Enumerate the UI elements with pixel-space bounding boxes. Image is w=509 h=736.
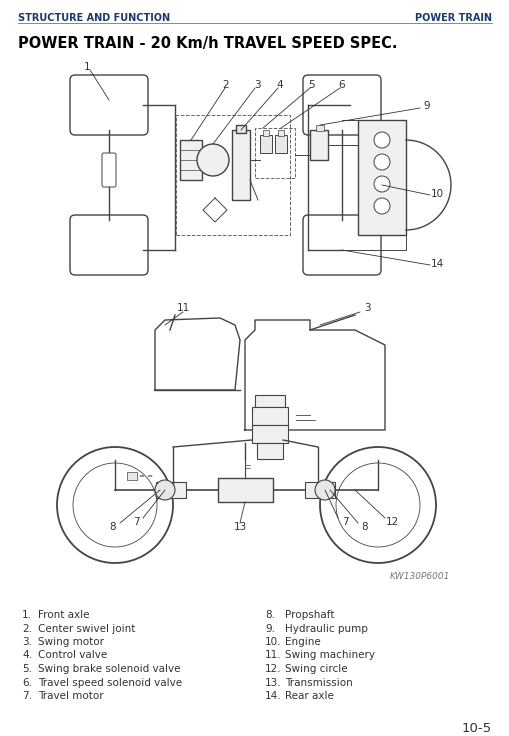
Text: 14: 14 <box>430 259 443 269</box>
Text: Propshaft: Propshaft <box>285 610 334 620</box>
Circle shape <box>373 132 389 148</box>
Text: 12: 12 <box>385 517 398 527</box>
Text: 13.: 13. <box>265 678 281 687</box>
Circle shape <box>319 447 435 563</box>
Bar <box>156 482 186 498</box>
Text: Swing machinery: Swing machinery <box>285 651 374 660</box>
Text: Travel speed solenoid valve: Travel speed solenoid valve <box>38 678 182 687</box>
Text: 4: 4 <box>276 80 283 90</box>
Bar <box>254 128 294 178</box>
Text: Hydraulic pump: Hydraulic pump <box>285 623 367 634</box>
Bar <box>180 140 202 180</box>
Text: 1: 1 <box>83 62 90 72</box>
Text: 5.: 5. <box>22 664 32 674</box>
Text: 10: 10 <box>430 189 443 199</box>
Bar <box>176 115 290 235</box>
Bar <box>257 443 282 459</box>
Text: 10-5: 10-5 <box>461 722 491 735</box>
Text: Travel motor: Travel motor <box>38 691 103 701</box>
Text: STRUCTURE AND FUNCTION: STRUCTURE AND FUNCTION <box>18 13 170 23</box>
Text: 3.: 3. <box>22 637 32 647</box>
Text: 12.: 12. <box>265 664 281 674</box>
Bar <box>357 120 405 235</box>
FancyBboxPatch shape <box>70 75 148 135</box>
Text: 1.: 1. <box>22 610 32 620</box>
Text: 8: 8 <box>109 522 116 532</box>
Circle shape <box>155 480 175 500</box>
Text: 4.: 4. <box>22 651 32 660</box>
Text: Transmission: Transmission <box>285 678 352 687</box>
Text: Center swivel joint: Center swivel joint <box>38 623 135 634</box>
Bar <box>274 135 287 153</box>
Text: = =: = = <box>139 473 153 479</box>
Bar <box>217 478 272 502</box>
Text: 10.: 10. <box>265 637 281 647</box>
Text: Rear axle: Rear axle <box>285 691 333 701</box>
Bar <box>251 425 288 443</box>
Text: 9.: 9. <box>265 623 274 634</box>
Bar <box>304 482 334 498</box>
Text: Engine: Engine <box>285 637 320 647</box>
Bar <box>316 125 323 131</box>
Circle shape <box>335 463 419 547</box>
Text: 3: 3 <box>253 80 260 90</box>
FancyBboxPatch shape <box>102 153 116 187</box>
Text: 2.: 2. <box>22 623 32 634</box>
Bar <box>236 125 245 133</box>
Circle shape <box>73 463 157 547</box>
Text: Swing motor: Swing motor <box>38 637 104 647</box>
Text: Swing brake solenoid valve: Swing brake solenoid valve <box>38 664 180 674</box>
Text: 14.: 14. <box>265 691 281 701</box>
Bar <box>277 130 284 136</box>
FancyBboxPatch shape <box>70 215 148 275</box>
Text: 7: 7 <box>341 517 348 527</box>
Bar <box>260 135 271 153</box>
Text: 7.: 7. <box>22 691 32 701</box>
Bar <box>309 130 327 160</box>
Text: Swing circle: Swing circle <box>285 664 347 674</box>
Circle shape <box>373 154 389 170</box>
Circle shape <box>315 480 334 500</box>
Text: POWER TRAIN: POWER TRAIN <box>414 13 491 23</box>
Text: POWER TRAIN - 20 Km/h TRAVEL SPEED SPEC.: POWER TRAIN - 20 Km/h TRAVEL SPEED SPEC. <box>18 36 397 51</box>
Text: 8: 8 <box>361 522 367 532</box>
Bar <box>232 130 249 200</box>
Bar <box>251 407 288 425</box>
Text: 11: 11 <box>176 303 189 313</box>
Text: Control valve: Control valve <box>38 651 107 660</box>
Circle shape <box>373 198 389 214</box>
Text: Front axle: Front axle <box>38 610 89 620</box>
Text: 5: 5 <box>308 80 315 90</box>
Text: 6: 6 <box>338 80 345 90</box>
Bar <box>127 472 137 480</box>
Circle shape <box>196 144 229 176</box>
Text: 6.: 6. <box>22 678 32 687</box>
Circle shape <box>373 176 389 192</box>
Circle shape <box>57 447 173 563</box>
Bar <box>263 130 268 136</box>
Text: 9: 9 <box>423 101 430 111</box>
Text: KW130P6001: KW130P6001 <box>389 572 449 581</box>
Text: 3: 3 <box>363 303 370 313</box>
Text: 2: 2 <box>222 80 229 90</box>
Text: 13: 13 <box>233 522 246 532</box>
Bar <box>254 395 285 407</box>
Text: 11.: 11. <box>265 651 281 660</box>
Text: 7: 7 <box>132 517 139 527</box>
Text: 8.: 8. <box>265 610 274 620</box>
FancyBboxPatch shape <box>302 75 380 135</box>
FancyBboxPatch shape <box>302 215 380 275</box>
